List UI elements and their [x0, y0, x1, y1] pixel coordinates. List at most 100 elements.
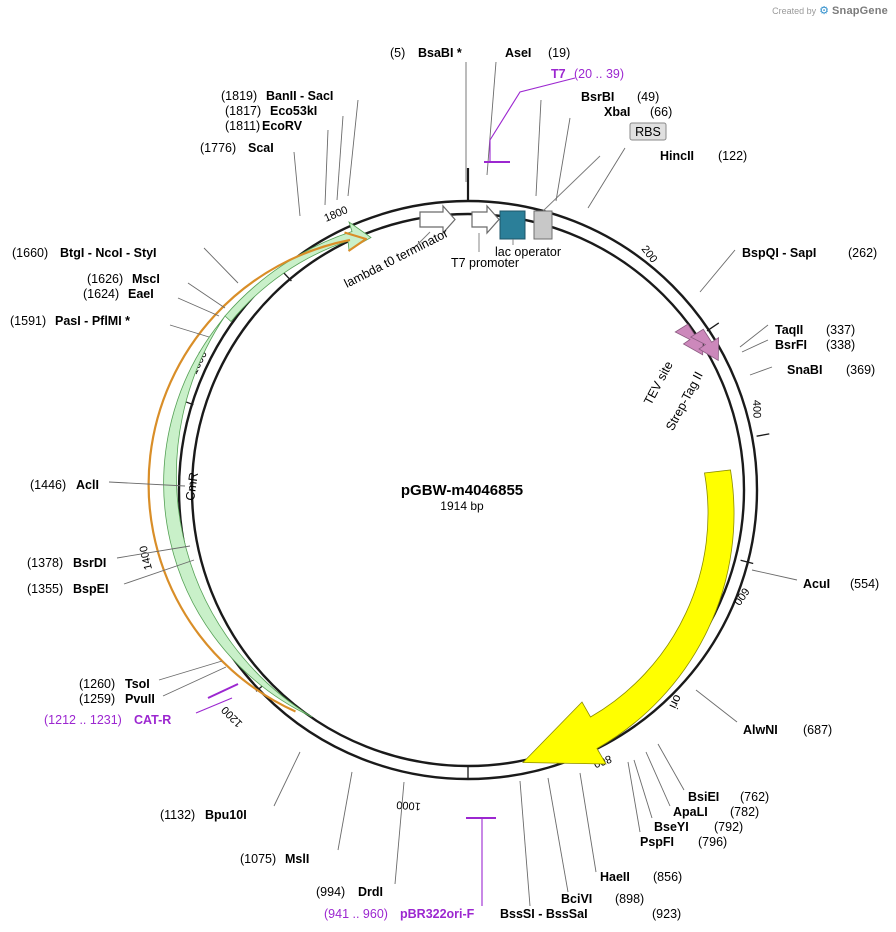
enzyme-name: BtgI - NcoI - StyI	[60, 246, 157, 260]
enzyme-position: (5)	[390, 46, 405, 60]
feature-lac-operator: lac operator	[495, 210, 561, 259]
feature-name-cat-r: CAT-R	[134, 713, 171, 727]
enzyme-position: (1446)	[30, 478, 66, 492]
enzyme-position: (1776)	[200, 141, 236, 155]
tick-label: 200	[639, 243, 660, 265]
enzyme-position: (898)	[615, 892, 644, 906]
credit-prefix: Created by	[772, 5, 817, 16]
feature-position-t7: (20 .. 39)	[574, 67, 624, 81]
enzyme-name: SnaBI	[787, 363, 822, 377]
enzyme-name: BspQI - SapI	[742, 246, 816, 260]
labels-left: (1819) BanII - SacI (1817) Eco53kI (1811…	[10, 89, 333, 727]
plasmid-name: pGBW-m4046855	[401, 482, 523, 499]
enzyme-name: Eco53kI	[270, 104, 317, 118]
plasmid-name-block: pGBW-m4046855 1914 bp	[401, 482, 523, 513]
enzyme-position: (262)	[848, 246, 877, 260]
enzyme-position: (762)	[740, 790, 769, 804]
enzyme-name: EaeI	[128, 287, 154, 301]
labels-bottom: (1132) Bpu10I (1075) MslI (994) DrdI (94…	[160, 808, 475, 921]
enzyme-position: (792)	[714, 820, 743, 834]
enzyme-name: AclI	[76, 478, 99, 492]
plasmid-size: 1914 bp	[440, 499, 484, 513]
feature-label-ori: ori	[666, 692, 685, 711]
enzyme-name: DrdI	[358, 885, 383, 899]
enzyme-name: MslI	[285, 852, 309, 866]
enzyme-position: (1811)	[225, 119, 260, 133]
enzyme-name: BsaBI *	[418, 46, 462, 60]
enzyme-name: MscI	[132, 272, 160, 286]
tick-label: 1200	[219, 704, 245, 730]
enzyme-name: HaeII	[600, 870, 630, 884]
enzyme-name: PspFI	[640, 835, 674, 849]
feature-position-pbr322ori-f: (941 .. 960)	[324, 907, 388, 921]
feature-position-cat-r: (1212 .. 1231)	[44, 713, 122, 727]
tick-label: 400	[750, 400, 763, 419]
leader-lines-bottom	[273, 751, 496, 906]
enzyme-position: (1259)	[79, 692, 115, 706]
leader-lines-top	[465, 61, 626, 209]
enzyme-name: AlwNI	[743, 723, 778, 737]
enzyme-name: PvuII	[125, 692, 155, 706]
enzyme-position: (1817)	[225, 104, 261, 118]
feature-name-t7: T7	[551, 67, 566, 81]
feature-lambda-t0-terminator: lambda t0 terminator	[342, 204, 456, 291]
enzyme-position: (1660)	[12, 246, 48, 260]
feature-label-tev-site: TEV site	[641, 359, 676, 407]
feature-rbs: RBS	[533, 122, 667, 240]
enzyme-name: XbaI	[604, 105, 630, 119]
feature-t7-promoter: T7 promoter	[451, 204, 519, 270]
leader-lines-right	[519, 249, 798, 907]
enzyme-name: BsrDI	[73, 556, 106, 570]
enzyme-position: (1591)	[10, 314, 46, 328]
tick-label: 1400	[138, 544, 155, 571]
enzyme-position: (338)	[826, 338, 855, 352]
leader-lines-upper-left	[108, 99, 359, 714]
feature-label-rbs: RBS	[635, 125, 661, 139]
enzyme-position: (782)	[730, 805, 759, 819]
credit-brand: SnapGene	[831, 4, 888, 17]
enzyme-name: AseI	[505, 46, 531, 60]
enzyme-position: (1378)	[27, 556, 63, 570]
enzyme-position: (1626)	[87, 272, 123, 286]
enzyme-position: (856)	[653, 870, 682, 884]
enzyme-position: (1624)	[83, 287, 119, 301]
feature-ori: ori	[522, 469, 735, 765]
enzyme-name: BanII - SacI	[266, 89, 333, 103]
enzyme-position: (1075)	[240, 852, 276, 866]
enzyme-position: (66)	[650, 105, 672, 119]
feature-label-t7-promoter: T7 promoter	[451, 256, 519, 270]
enzyme-position: (554)	[850, 577, 879, 591]
enzyme-position: (337)	[826, 323, 855, 337]
feature-tev-strep: TEV site Strep-Tag II	[641, 323, 720, 433]
enzyme-name: HincII	[660, 149, 694, 163]
enzyme-name: BciVI	[561, 892, 592, 906]
enzyme-name: BsiEI	[688, 790, 719, 804]
enzyme-position: (923)	[652, 907, 681, 921]
enzyme-name: Bpu10I	[205, 808, 247, 822]
feature-label-strep-tag: Strep-Tag II	[663, 369, 706, 433]
enzyme-position: (1132)	[160, 808, 195, 822]
snapgene-logo-icon: ⚙	[819, 5, 829, 17]
enzyme-name: BsrBI	[581, 90, 614, 104]
enzyme-name: ScaI	[248, 141, 274, 155]
enzyme-position: (49)	[637, 90, 659, 104]
enzyme-name: BssSI - BssSaI	[500, 907, 588, 921]
feature-label-cmr: CmR	[183, 471, 201, 501]
enzyme-position: (796)	[698, 835, 727, 849]
enzyme-position: (1355)	[27, 582, 63, 596]
enzyme-position: (1819)	[221, 89, 257, 103]
enzyme-name: ApaLI	[673, 805, 708, 819]
enzyme-name: EcoRV	[262, 119, 303, 133]
enzyme-name: PasI - PflMI *	[55, 314, 130, 328]
enzyme-position: (1260)	[79, 677, 115, 691]
feature-cmr: CmR	[147, 220, 372, 718]
enzyme-position: (994)	[316, 885, 345, 899]
feature-name-pbr322ori-f: pBR322ori-F	[400, 907, 475, 921]
enzyme-position: (369)	[846, 363, 875, 377]
enzyme-name: BspEI	[73, 582, 108, 596]
enzyme-name: BsrFI	[775, 338, 807, 352]
tick-label: 1800	[322, 204, 349, 225]
tick-label: 1000	[396, 798, 421, 812]
feature-label-lac-operator: lac operator	[495, 245, 561, 259]
